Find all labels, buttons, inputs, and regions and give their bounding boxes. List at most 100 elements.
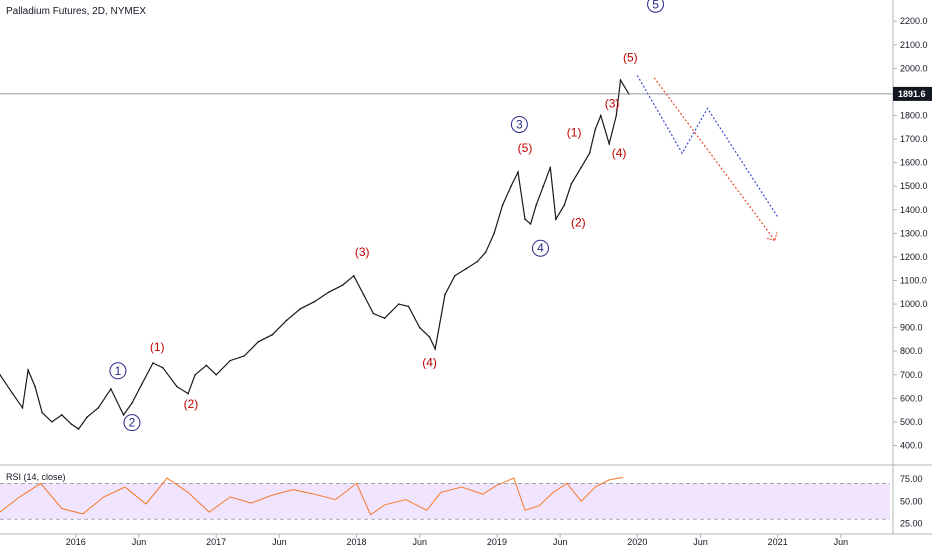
wave-label-blue-circle <box>510 115 528 133</box>
price-point <box>524 218 526 221</box>
price-point <box>465 267 467 270</box>
price-point <box>27 369 29 371</box>
time-tick-label: Jun <box>272 537 287 547</box>
price-tick-label: 400.0 <box>900 441 923 451</box>
price-point <box>484 251 487 254</box>
time-tick-label: Jun <box>553 537 568 547</box>
rsi-tick-label: 75.00 <box>900 474 923 484</box>
price-point <box>594 128 597 131</box>
wave-label-red: (5) <box>518 141 533 155</box>
wave-label-blue: 1 <box>115 364 122 378</box>
time-tick-label: Jun <box>693 537 708 547</box>
price-point <box>176 385 178 388</box>
price-point <box>131 402 133 404</box>
price-point <box>510 185 512 188</box>
price-point <box>493 232 495 235</box>
time-tick-label: Jun <box>412 537 427 547</box>
price-point <box>476 260 479 263</box>
price-point <box>608 142 611 145</box>
price-point <box>428 336 431 338</box>
price-point <box>407 305 410 308</box>
rsi-tick-label: 25.00 <box>900 519 923 529</box>
wave-label-red: (3) <box>605 96 620 110</box>
price-series-line <box>0 78 630 430</box>
price-point <box>0 373 1 376</box>
price-tick-label: 500.0 <box>900 417 923 427</box>
price-point <box>529 223 532 225</box>
price-point <box>122 414 125 416</box>
wave-label-blue: 4 <box>537 241 544 255</box>
rsi-series-line <box>0 476 624 516</box>
price-tick-label: 2200.0 <box>900 16 928 26</box>
price-point <box>11 392 14 395</box>
projection-blue-path <box>636 75 779 218</box>
price-tick-label: 2100.0 <box>900 40 928 50</box>
price-tick-label: 1300.0 <box>900 228 928 238</box>
price-point <box>194 373 196 376</box>
rsi-band <box>0 483 890 520</box>
projection-red-arrowhead <box>766 232 778 242</box>
time-tick-label: Jun <box>834 537 849 547</box>
last-price-value: 1891.6 <box>898 89 926 99</box>
price-point <box>229 359 232 362</box>
price-point <box>205 364 208 367</box>
time-tick-label: 2018 <box>347 537 367 547</box>
price-point <box>271 333 274 336</box>
price-point <box>285 319 288 322</box>
wave-label-red: (5) <box>623 50 638 64</box>
price-tick-label: 1800.0 <box>900 111 928 121</box>
price-point <box>152 362 154 364</box>
price-point <box>70 423 73 426</box>
price-point <box>110 388 112 390</box>
price-point <box>313 300 316 303</box>
price-point <box>162 366 164 369</box>
wave-label-blue: 2 <box>129 416 136 430</box>
price-tick-label: 1500.0 <box>900 181 928 191</box>
wave-label-red: (4) <box>612 146 627 160</box>
time-tick-label: 2019 <box>487 537 507 547</box>
wave-label-blue: 5 <box>652 0 659 11</box>
price-point <box>41 411 43 414</box>
price-point <box>299 307 302 310</box>
price-point <box>97 406 100 409</box>
price-point <box>86 416 88 419</box>
wave-label-red: (2) <box>571 215 586 229</box>
price-point <box>444 293 446 296</box>
price-point <box>501 204 504 206</box>
wave-label-blue-circle <box>647 0 665 13</box>
price-point <box>434 348 436 350</box>
price-point <box>372 312 375 315</box>
price-point <box>21 406 24 409</box>
price-point <box>140 383 143 386</box>
price-point <box>187 392 189 395</box>
price-point <box>563 204 566 206</box>
price-point <box>570 183 573 185</box>
time-tick-label: 2020 <box>627 537 647 547</box>
price-point <box>397 303 400 305</box>
wave-label-red: (1) <box>150 340 165 354</box>
time-tick-label: Jun <box>132 537 147 547</box>
price-tick-label: 1000.0 <box>900 299 928 309</box>
rsi-tick-label: 50.00 <box>900 496 923 506</box>
price-point <box>580 166 582 169</box>
price-tick-label: 1600.0 <box>900 158 928 168</box>
chart-title: Palladium Futures, 2D, NYMEX <box>6 6 146 17</box>
price-point <box>549 166 552 169</box>
price-tick-label: 1400.0 <box>900 205 928 215</box>
price-point <box>555 218 557 221</box>
price-tick-label: 1200.0 <box>900 252 928 262</box>
time-tick-label: 2017 <box>206 537 226 547</box>
price-point <box>615 114 618 117</box>
wave-label-blue-circle <box>109 362 127 380</box>
price-point <box>619 79 622 81</box>
price-tick-label: 800.0 <box>900 346 923 356</box>
wave-label-blue: 3 <box>516 117 523 131</box>
price-point <box>535 204 538 206</box>
price-point <box>243 355 246 357</box>
last-price-tag <box>893 86 932 101</box>
price-tick-label: 1700.0 <box>900 134 928 144</box>
price-point <box>352 274 355 277</box>
rsi-indicator-label: RSI (14, close) <box>6 472 66 482</box>
price-point <box>362 293 365 296</box>
